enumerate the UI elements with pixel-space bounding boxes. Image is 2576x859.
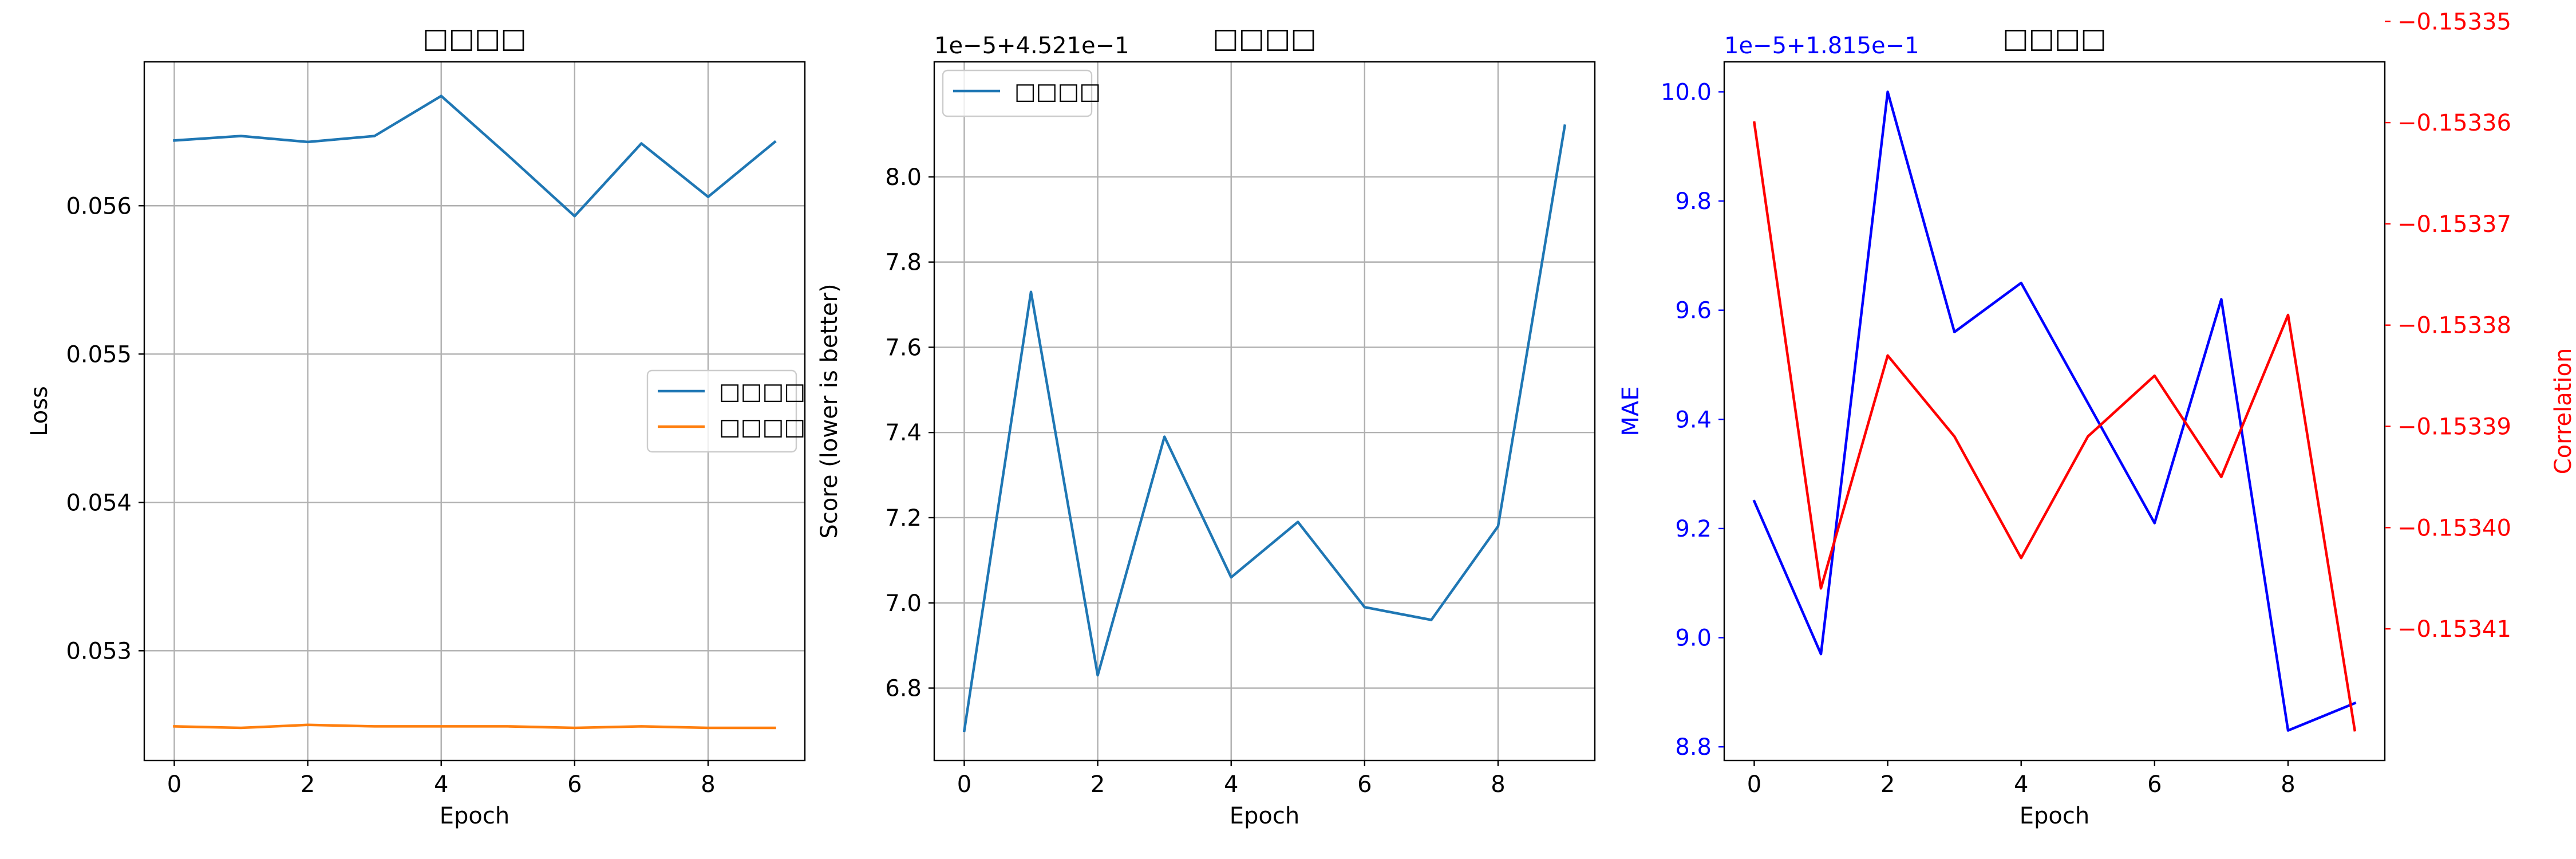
- x-tick-label: 0: [167, 771, 181, 798]
- y-tick-label: 9.0: [1675, 625, 1712, 652]
- y-tick-label: 0.056: [66, 193, 132, 219]
- x-tick-label: 8: [701, 771, 715, 798]
- legend-label: □□□□: [719, 414, 805, 440]
- y-tick-label: 8.0: [885, 164, 922, 191]
- series-line-1: [1752, 90, 2357, 732]
- y-tick-label: 7.2: [885, 505, 922, 531]
- x-tick-label: 8: [1491, 771, 1505, 798]
- x-tick-label: 6: [2147, 771, 2162, 798]
- y-tick-label: 8.8: [1675, 734, 1712, 761]
- y2-tick-label: −0.15337: [2397, 211, 2511, 238]
- y-tick-label: 9.4: [1675, 407, 1712, 433]
- y-tick-label: 9.2: [1675, 516, 1712, 542]
- y-axis-label: Score (lower is better): [816, 283, 843, 538]
- y-tick-label: 0.055: [66, 341, 132, 368]
- chart-panel-2: 0 2 4 6 8 6.8 7.0 7.2 7.4 7.6 7.8 8.0 □□□□ Epoch Score…: [816, 22, 1596, 829]
- x-tick-label: 6: [567, 771, 582, 798]
- axes-frame: [1723, 61, 2386, 762]
- legend-label: □□□□: [719, 379, 805, 405]
- chart-panel-1: 0 2 4 6 8 0.053 0.054 0.055 0.056 □□□□ Epoch Loss □□…: [26, 22, 806, 829]
- chart-title: □□□□: [1212, 22, 1316, 54]
- y2-tick-label: −0.15336: [2397, 110, 2511, 136]
- legend-label: □□□□: [1014, 78, 1101, 105]
- x-tick-label: 6: [1357, 771, 1372, 798]
- y-tick-label: 9.6: [1675, 298, 1712, 324]
- y-tick-label: 0.054: [66, 490, 132, 516]
- x-tick-label: 4: [1224, 771, 1238, 798]
- chart-title: □□□□: [422, 22, 526, 54]
- y-tick-label: 7.6: [885, 334, 922, 361]
- x-axis-label: Epoch: [440, 803, 509, 829]
- y-tick-label: 10.0: [1661, 79, 1712, 105]
- y-tick-label: 9.8: [1675, 188, 1712, 215]
- x-tick-label: 2: [1091, 771, 1105, 798]
- axis-offset-text: 1e−5+4.521e−1: [934, 33, 1129, 59]
- axes-frame: [143, 61, 806, 762]
- y-tick-label: 7.4: [885, 420, 922, 446]
- series-line-1: [962, 124, 1567, 732]
- y2-tick-label: −0.15335: [2397, 9, 2511, 35]
- y-tick-label: 0.053: [66, 638, 132, 664]
- axes-frame: [933, 61, 1596, 762]
- y-axis-label: Loss: [26, 386, 53, 436]
- chart-title: □□□□: [2002, 22, 2106, 54]
- legend-box: [942, 69, 1093, 117]
- x-tick-label: 2: [301, 771, 315, 798]
- axis-offset-text: 1e−5+1.815e−1: [1724, 33, 1919, 59]
- x-tick-label: 4: [434, 771, 448, 798]
- y2-tick-label: −0.15339: [2397, 414, 2511, 440]
- chart-panel-3: 0 2 4 6 8 8.8 9.0 9.2 9.4 9.6 9.8 10.0 −0.15341 −0.15…: [1618, 9, 2576, 829]
- series-line-2: [1752, 121, 2357, 732]
- x-tick-label: 0: [1747, 771, 1761, 798]
- y2-tick-label: −0.15341: [2397, 616, 2511, 643]
- y2-tick-label: −0.15340: [2397, 515, 2511, 541]
- y-tick-label: 6.8: [885, 676, 922, 702]
- x-tick-label: 8: [2281, 771, 2295, 798]
- y2-tick-label: −0.15338: [2397, 313, 2511, 339]
- legend: □□□□: [942, 69, 1101, 117]
- legend: □□□□ □□□□: [646, 369, 805, 453]
- series-line-2: [173, 723, 776, 730]
- x-tick-label: 4: [2014, 771, 2028, 798]
- x-tick-label: 0: [957, 771, 971, 798]
- series-line-1: [173, 94, 777, 218]
- x-axis-label: Epoch: [2020, 803, 2089, 829]
- x-tick-label: 2: [1880, 771, 1895, 798]
- y-tick-label: 7.0: [885, 590, 922, 617]
- x-axis-label: Epoch: [1230, 803, 1299, 829]
- y-tick-label: 7.8: [885, 250, 922, 276]
- y-axis-label: MAE: [1618, 386, 1644, 436]
- y2-axis-label: Correlation: [2550, 348, 2576, 475]
